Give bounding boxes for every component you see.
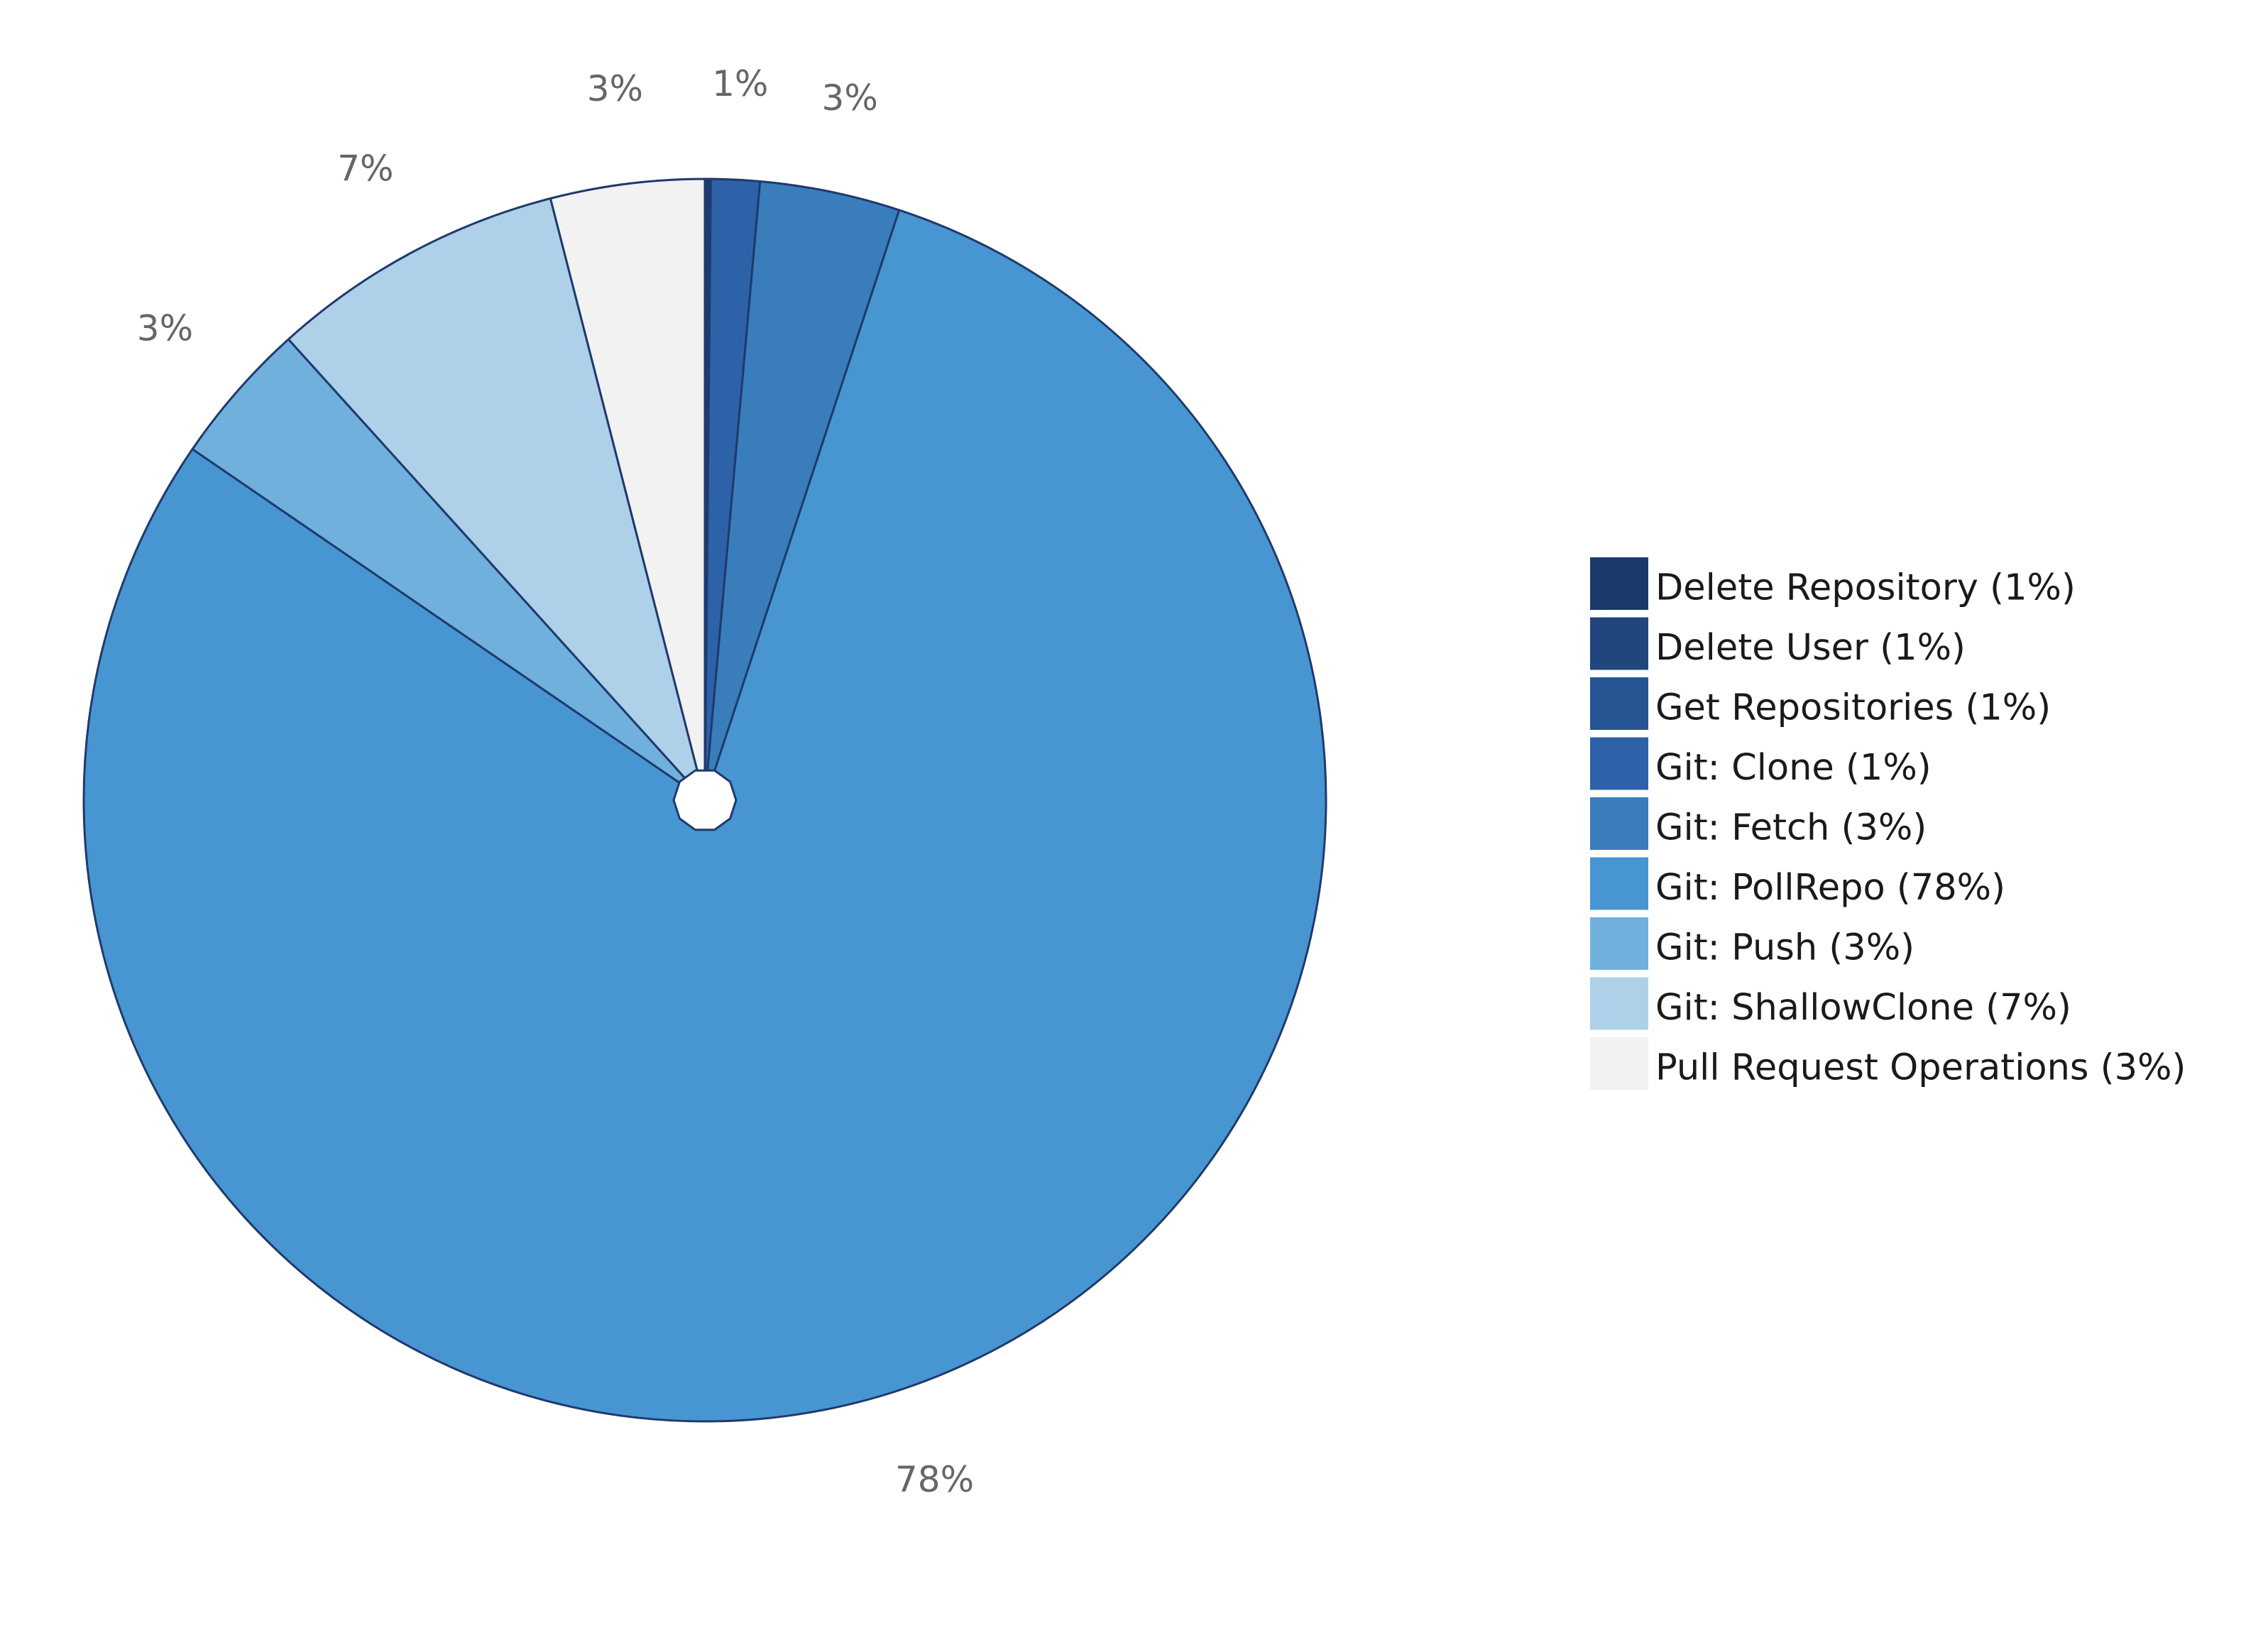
- legend-swatch-delete-repository: [1590, 557, 1648, 610]
- legend-swatch-git-clone: [1590, 737, 1648, 790]
- legend-item-get-repositories: Get Repositories (1%): [1590, 677, 2051, 730]
- slice-label-git-push: 3%: [137, 307, 193, 349]
- pie-slice-git-push: [191, 338, 706, 802]
- legend-item-git-pollrepo: Git: PollRepo (78%): [1590, 857, 2005, 910]
- legend-label-git-clone: Git: Clone (1%): [1655, 747, 1932, 789]
- legend-swatch-delete-user: [1590, 617, 1648, 670]
- slice-label-git-fetch: 3%: [822, 77, 878, 119]
- legend-item-pull-request-operations: Pull Request Operations (3%): [1590, 1037, 2186, 1090]
- pie-slice-labels: 1% 3% 78% 3% 7% 3%: [137, 63, 974, 1500]
- slice-label-git-clone: 1%: [712, 63, 768, 104]
- legend-label-delete-user: Delete User (1%): [1655, 627, 1966, 669]
- slice-label-git-shallowclone: 7%: [337, 148, 393, 189]
- pie-slice-pull-request-operations: [549, 177, 706, 802]
- pie-slice-git-fetch: [703, 180, 901, 802]
- center-hole-shape: [672, 769, 738, 831]
- legend-label-delete-repository: Delete Repository (1%): [1655, 567, 2076, 609]
- legend-swatch-get-repositories: [1590, 677, 1648, 730]
- legend: Delete Repository (1%) Delete User (1%) Ge…: [1590, 557, 2186, 1090]
- legend-label-git-push: Git: Push (3%): [1655, 927, 1914, 969]
- legend-item-git-clone: Git: Clone (1%): [1590, 737, 1932, 790]
- legend-label-git-shallowclone: Git: ShallowClone (7%): [1655, 987, 2071, 1029]
- legend-label-get-repositories: Get Repositories (1%): [1655, 687, 2051, 729]
- legend-item-git-push: Git: Push (3%): [1590, 917, 1914, 970]
- slice-label-git-pollrepo: 78%: [895, 1459, 974, 1500]
- legend-label-git-pollrepo: Git: PollRepo (78%): [1655, 867, 2005, 909]
- legend-swatch-pull-request-operations: [1590, 1037, 1648, 1090]
- slice-label-pull-request-operations: 3%: [587, 68, 643, 109]
- legend-label-pull-request-operations: Pull Request Operations (3%): [1655, 1047, 2186, 1089]
- legend-swatch-git-shallowclone: [1590, 977, 1648, 1030]
- legend-item-git-shallowclone: Git: ShallowClone (7%): [1590, 977, 2071, 1030]
- pie-slice-git-shallowclone: [287, 197, 706, 802]
- legend-item-git-fetch: Git: Fetch (3%): [1590, 797, 1927, 850]
- legend-swatch-git-fetch: [1590, 797, 1648, 850]
- legend-swatch-git-push: [1590, 917, 1648, 970]
- pie-center-hole: [672, 769, 738, 831]
- legend-item-delete-user: Delete User (1%): [1590, 617, 1966, 670]
- legend-item-delete-repository: Delete Repository (1%): [1590, 557, 2076, 610]
- legend-label-git-fetch: Git: Fetch (3%): [1655, 807, 1927, 849]
- legend-swatch-git-pollrepo: [1590, 857, 1648, 910]
